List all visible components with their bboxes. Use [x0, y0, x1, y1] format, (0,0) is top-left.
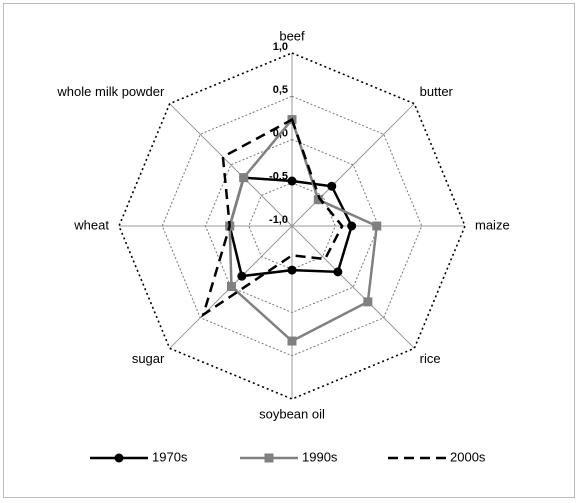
spoke: [291, 225, 415, 349]
y-tick-label: 1,0: [273, 41, 288, 53]
category-label: rice: [420, 351, 441, 366]
category-label: butter: [420, 84, 454, 99]
legend-label: 1990s: [302, 449, 338, 464]
legend-marker: [264, 453, 274, 463]
category-label: maize: [475, 217, 510, 232]
grid-ring: [204, 138, 380, 314]
data-point: [237, 271, 247, 281]
data-point: [347, 221, 357, 231]
data-point: [363, 297, 373, 307]
grid-ring: [161, 95, 423, 357]
category-label: sugar: [132, 351, 165, 366]
grid-ring: [118, 52, 466, 400]
data-point: [313, 195, 323, 205]
chart-border: [3, 3, 575, 498]
category-label: whole milk powder: [56, 84, 165, 99]
spoke: [169, 103, 293, 227]
data-point: [372, 221, 382, 231]
data-point: [239, 173, 249, 183]
spoke: [291, 103, 415, 227]
data-point: [287, 176, 297, 186]
data-point: [287, 265, 297, 275]
category-label: beef: [279, 28, 305, 43]
category-label: soybean oil: [259, 406, 325, 421]
legend-label: 1970s: [152, 449, 188, 464]
legend-label: 2000s: [450, 449, 486, 464]
legend-marker: [114, 453, 124, 463]
data-point: [226, 282, 236, 292]
category-label: wheat: [73, 217, 109, 232]
data-point: [287, 336, 297, 346]
y-tick-label: 0,5: [273, 84, 288, 96]
data-point: [333, 267, 343, 277]
series-line: [201, 117, 344, 318]
data-point: [327, 181, 337, 191]
y-tick-label: -1,0: [269, 214, 288, 226]
